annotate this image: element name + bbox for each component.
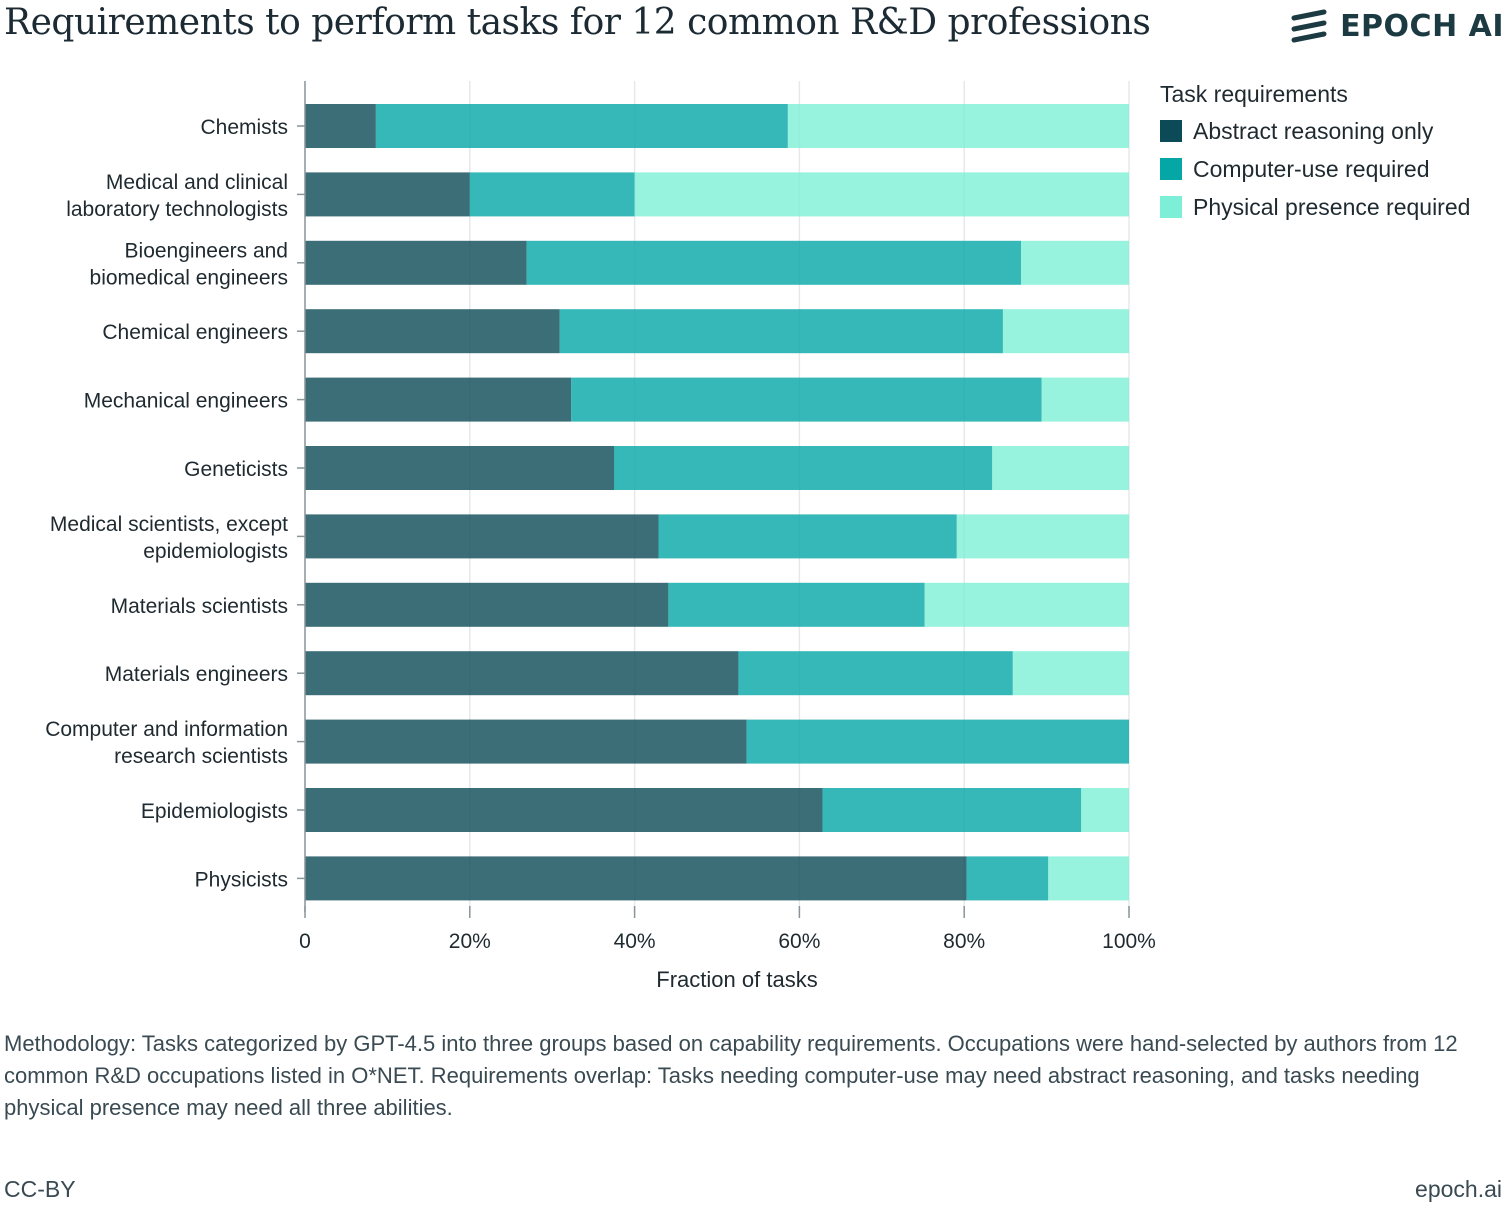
bar-chemical-engineers-abstract-reasoning-only: [305, 309, 560, 354]
x-tick-label: 0: [299, 930, 311, 953]
y-tick-label: Materials scientists: [111, 595, 288, 618]
bar-medical-and-clinical-laboratory-technologists-physical-presence-required: [634, 172, 1129, 217]
y-axis: Chemists Medical and clinical laboratory t…: [45, 81, 306, 912]
bar-mechanical-engineers-abstract-reasoning-only: [305, 377, 572, 422]
bar-physicists-physical-presence-required: [1048, 856, 1129, 901]
site-label: epoch.ai: [1415, 1176, 1502, 1202]
bar-materials-scientists-physical-presence-required: [924, 582, 1129, 627]
y-tick-label: Medical scientists, except epidemiologist…: [50, 513, 288, 563]
bar-physicists-computer-use-required: [966, 856, 1049, 901]
bar-materials-engineers-physical-presence-required: [1012, 651, 1129, 696]
legend-swatch-computer-use-required: [1160, 158, 1182, 180]
bar-chemists-abstract-reasoning-only: [305, 104, 376, 148]
bar-geneticists-computer-use-required: [614, 446, 993, 490]
y-tick-label: Computer and information research scienti…: [45, 718, 288, 768]
bar-epidemiologists-physical-presence-required: [1081, 788, 1129, 832]
y-tick-label: Medical and clinical laboratory technolog…: [66, 171, 288, 221]
legend-title: Task requirements: [1160, 81, 1348, 107]
y-tick-label: Bioengineers and biomedical engineers: [90, 239, 288, 289]
y-tick-label: Chemists: [200, 116, 288, 139]
y-tick-label: Mechanical engineers: [84, 390, 288, 413]
bar-chemists-physical-presence-required: [787, 104, 1129, 148]
bar-medical-scientists-except-epidemiologists-computer-use-required: [658, 514, 957, 559]
logo-text: EPOCH AI: [1340, 8, 1504, 44]
legend-label-computer-use-required: Computer-use required: [1193, 156, 1430, 182]
bar-materials-engineers-abstract-reasoning-only: [305, 651, 739, 696]
legend-swatch-physical-presence-required: [1160, 196, 1182, 218]
y-tick-label: Chemical engineers: [102, 321, 288, 344]
bar-computer-and-information-research-scientists-computer-use-required: [746, 719, 1129, 764]
x-axis-title: Fraction of tasks: [656, 967, 817, 992]
bar-geneticists-physical-presence-required: [992, 446, 1129, 490]
x-tick-label: 80%: [943, 930, 985, 953]
grid-lines: [469, 81, 1130, 912]
bar-computer-and-information-research-scientists-abstract-reasoning-only: [305, 719, 747, 764]
bar-epidemiologists-computer-use-required: [822, 788, 1082, 832]
legend-swatch-abstract-reasoning-only: [1160, 120, 1182, 142]
epoch-logo: EPOCH AI: [1290, 8, 1504, 44]
bar-bioengineers-and-biomedical-engineers-physical-presence-required: [1021, 240, 1129, 285]
y-tick-label: Epidemiologists: [141, 800, 288, 823]
bar-mechanical-engineers-physical-presence-required: [1041, 377, 1129, 422]
bars: [305, 104, 1129, 901]
legend-label-physical-presence-required: Physical presence required: [1193, 194, 1470, 220]
bar-chemists-computer-use-required: [375, 104, 788, 148]
x-tick-label: 20%: [449, 930, 491, 953]
chart-title: Requirements to perform tasks for 12 com…: [4, 2, 1151, 43]
y-tick-label: Materials engineers: [105, 663, 288, 686]
bar-epidemiologists-abstract-reasoning-only: [305, 788, 823, 832]
bar-bioengineers-and-biomedical-engineers-abstract-reasoning-only: [305, 240, 527, 285]
x-tick-label: 60%: [778, 930, 820, 953]
bar-chemical-engineers-physical-presence-required: [1002, 309, 1129, 354]
bar-medical-and-clinical-laboratory-technologists-abstract-reasoning-only: [305, 172, 470, 217]
legend-label-abstract-reasoning-only: Abstract reasoning only: [1193, 118, 1434, 144]
bar-geneticists-abstract-reasoning-only: [305, 446, 614, 490]
x-axis: 0 20% 40% 60% 80% 100% Fraction of tasks: [299, 906, 1156, 992]
stacked-bar-chart: Chemists Medical and clinical laboratory t…: [45, 81, 1470, 992]
y-tick-label: Physicists: [195, 868, 288, 891]
bar-materials-engineers-computer-use-required: [738, 651, 1013, 696]
x-tick-label: 40%: [614, 930, 656, 953]
y-tick-label: Geneticists: [184, 458, 288, 481]
methodology-note: Methodology: Tasks categorized by GPT-4.…: [4, 1031, 1458, 1120]
bar-medical-scientists-except-epidemiologists-physical-presence-required: [956, 514, 1129, 559]
legend: Task requirements Abstract reasoning only…: [1160, 81, 1470, 220]
x-tick-label: 100%: [1102, 930, 1156, 953]
bar-physicists-abstract-reasoning-only: [305, 856, 967, 901]
epoch-logo-icon: [1291, 9, 1327, 43]
bar-materials-scientists-computer-use-required: [668, 582, 925, 627]
bar-materials-scientists-abstract-reasoning-only: [305, 582, 669, 627]
bar-chemical-engineers-computer-use-required: [559, 309, 1003, 354]
bar-medical-scientists-except-epidemiologists-abstract-reasoning-only: [305, 514, 659, 559]
license-label: CC-BY: [4, 1176, 76, 1202]
bar-medical-and-clinical-laboratory-technologists-computer-use-required: [469, 172, 635, 217]
bar-mechanical-engineers-computer-use-required: [571, 377, 1042, 422]
bar-bioengineers-and-biomedical-engineers-computer-use-required: [526, 240, 1022, 285]
